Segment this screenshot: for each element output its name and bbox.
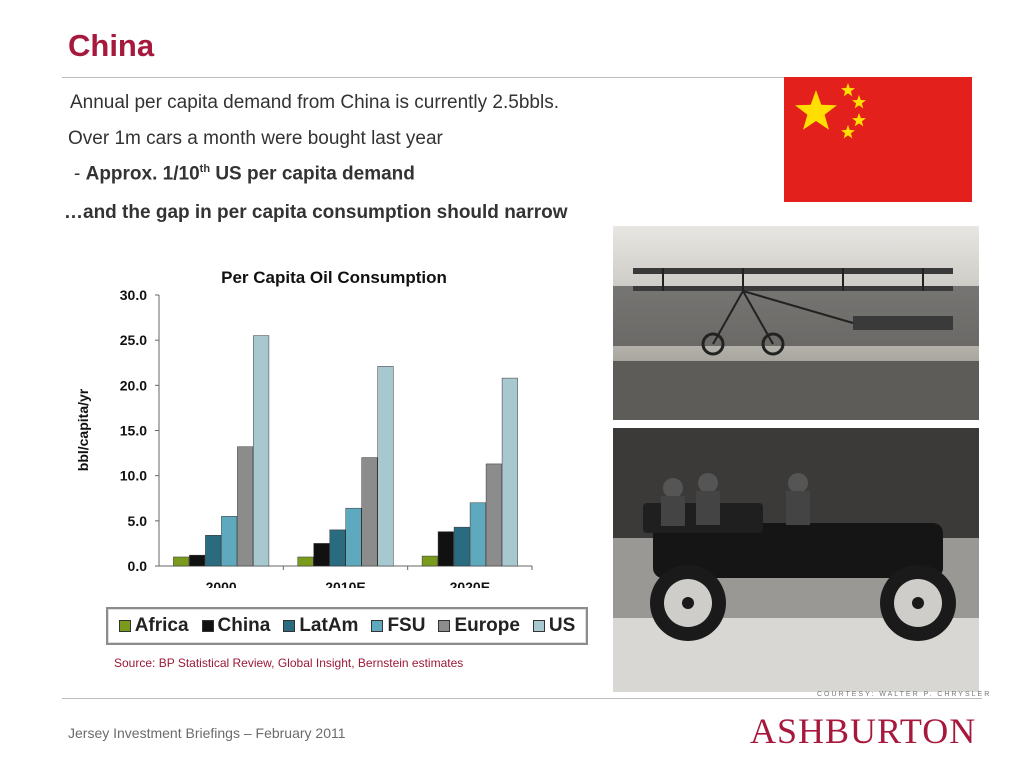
y-tick-label: 30.0 bbox=[120, 287, 147, 303]
sub-bullet-rest: US per capita demand bbox=[210, 163, 415, 185]
y-axis-label: bbl/capita/yr bbox=[75, 388, 91, 471]
bar-europe-2020e bbox=[485, 463, 502, 567]
y-tick-label: 15.0 bbox=[120, 423, 147, 439]
sub-bullet-us-demand: - Approx. 1/10th US per capita demand bbox=[74, 163, 415, 185]
bar-us-2020e bbox=[501, 377, 518, 567]
y-tick-label: 10.0 bbox=[120, 468, 147, 484]
bar-us-2000 bbox=[253, 335, 270, 567]
bar-us-2010e bbox=[377, 366, 394, 567]
sub-bullet-dash: - bbox=[74, 163, 86, 185]
x-tick-label: 2000 bbox=[206, 579, 237, 588]
bar-latam-2010e bbox=[329, 529, 346, 567]
bar-fsu-2010e bbox=[345, 507, 362, 567]
bar-china-2010e bbox=[313, 543, 330, 567]
chart-legend: Africa China LatAm FSU Europe US bbox=[106, 607, 588, 645]
bar-africa-2000 bbox=[173, 556, 190, 567]
footer-text: Jersey Investment Briefings – February 2… bbox=[68, 725, 346, 741]
flag-stars-icon bbox=[795, 83, 866, 139]
y-tick-label: 5.0 bbox=[128, 513, 148, 529]
legend-label: China bbox=[217, 615, 271, 636]
bar-latam-2000 bbox=[205, 535, 222, 567]
legend-label: LatAm bbox=[299, 615, 359, 636]
legend-item-latam: LatAm bbox=[283, 615, 358, 637]
bottom-rule bbox=[62, 698, 982, 699]
bullet-per-capita: Annual per capita demand from China is c… bbox=[70, 92, 559, 113]
bullet-cars: Over 1m cars a month were bought last ye… bbox=[68, 128, 443, 149]
x-tick-label: 2020E bbox=[450, 579, 490, 588]
y-tick-label: 25.0 bbox=[120, 332, 147, 348]
y-tick-label: 20.0 bbox=[120, 377, 147, 393]
legend-item-fsu: FSU bbox=[371, 615, 425, 637]
bar-africa-2020e bbox=[421, 555, 438, 567]
legend-swatch bbox=[371, 620, 384, 632]
legend-label: US bbox=[548, 615, 576, 636]
bar-fsu-2000 bbox=[221, 516, 238, 567]
top-rule bbox=[62, 77, 972, 78]
chart-title: Per Capita Oil Consumption bbox=[221, 268, 447, 287]
legend-swatch bbox=[118, 620, 131, 632]
bar-latam-2020e bbox=[453, 526, 470, 567]
bar-africa-2010e bbox=[297, 556, 314, 567]
legend-item-us: US bbox=[532, 615, 576, 637]
legend-label: Europe bbox=[454, 615, 520, 636]
legend-label: Africa bbox=[134, 615, 189, 636]
photo-credit: COURTESY: WALTER P. CHRYSLER bbox=[817, 691, 992, 698]
bar-europe-2000 bbox=[237, 446, 254, 567]
legend-swatch bbox=[532, 620, 545, 632]
emphasis-line: …and the gap in per capita consumption s… bbox=[64, 202, 568, 223]
legend-item-china: China bbox=[201, 615, 271, 637]
slide-title: China bbox=[68, 28, 155, 63]
bar-china-2020e bbox=[437, 531, 454, 567]
legend-swatch bbox=[283, 620, 296, 632]
sub-bullet-text: Approx. 1/10 bbox=[85, 163, 200, 185]
oil-consumption-chart: Per Capita Oil Consumption bbl/capita/yr 0… bbox=[60, 258, 620, 595]
biplane-photo bbox=[613, 226, 979, 420]
bar-fsu-2020e bbox=[469, 502, 486, 567]
x-tick-label: 2010E bbox=[325, 579, 365, 588]
source-note: Source: BP Statistical Review, Global In… bbox=[114, 656, 464, 670]
legend-swatch bbox=[201, 620, 214, 632]
chart-svg: Per Capita Oil Consumption bbl/capita/yr 0… bbox=[75, 268, 533, 595]
vintage-car-photo bbox=[613, 428, 979, 692]
sub-bullet-superscript: th bbox=[199, 163, 211, 175]
china-flag-icon bbox=[784, 77, 972, 202]
legend-item-africa: Africa bbox=[118, 615, 189, 637]
legend-label: FSU bbox=[387, 615, 426, 636]
ashburton-logo: ASHBURTON bbox=[750, 711, 977, 751]
bar-europe-2010e bbox=[361, 457, 378, 567]
legend-item-europe: Europe bbox=[438, 615, 520, 637]
y-tick-label: 0.0 bbox=[128, 558, 148, 574]
bar-china-2000 bbox=[189, 554, 206, 567]
legend-swatch bbox=[438, 620, 451, 632]
